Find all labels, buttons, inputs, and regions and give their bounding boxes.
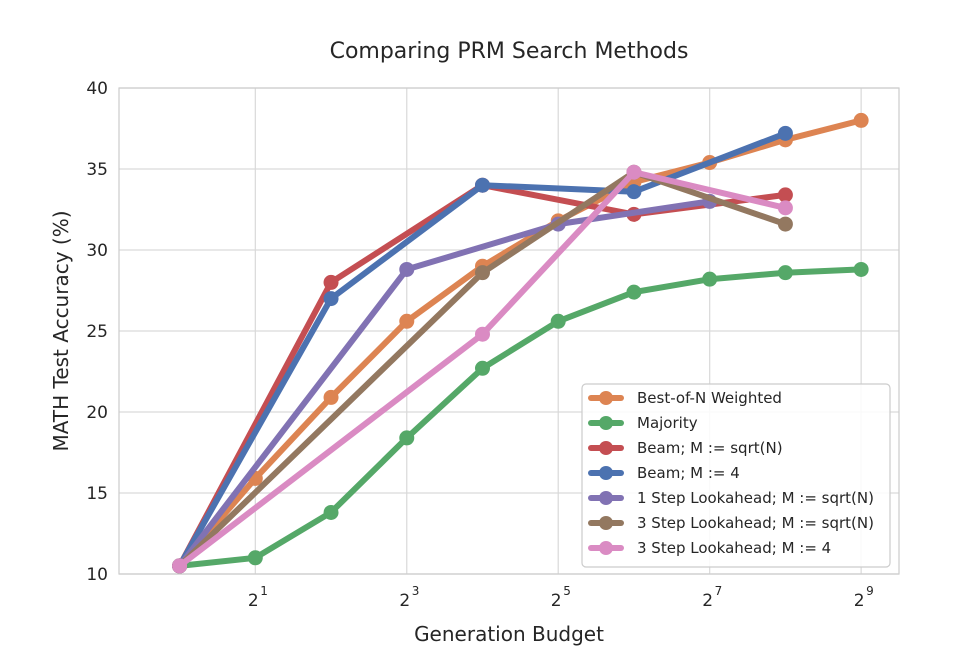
data-point (777, 187, 793, 203)
x-tick-base: 2 (248, 591, 259, 611)
legend-label: 3 Step Lookahead; M := sqrt(N) (637, 514, 874, 532)
y-tick-label: 30 (86, 241, 108, 261)
legend-item: Best-of-N Weighted (588, 389, 782, 407)
legend-label: Beam; M := sqrt(N) (637, 439, 783, 457)
legend-swatch-marker (599, 391, 613, 405)
legend-swatch-marker (599, 416, 613, 430)
y-tick-label: 25 (86, 322, 108, 342)
legend-item: 1 Step Lookahead; M := sqrt(N) (588, 489, 874, 507)
data-point (247, 550, 263, 566)
chart-title: Comparing PRM Search Methods (330, 39, 689, 64)
y-tick-label: 40 (86, 79, 108, 99)
series-6 (172, 164, 793, 574)
legend: Best-of-N Weighted Majority Beam; M := sqr… (581, 383, 891, 568)
plot-frame (118, 87, 900, 575)
legend-swatch-marker (599, 466, 613, 480)
data-point (474, 265, 490, 281)
legend-swatch-marker (599, 541, 613, 555)
data-point (626, 184, 642, 200)
series-line (176, 266, 865, 569)
y-tick-label: 10 (86, 565, 108, 585)
y-axis-title: MATH Test Accuracy (%) (49, 210, 73, 451)
x-tick-base: 2 (702, 591, 713, 611)
data-point (323, 274, 339, 290)
data-point (323, 389, 339, 405)
legend-item: Beam; M := 4 (588, 464, 740, 482)
data-point (399, 261, 415, 277)
data-point (626, 164, 642, 180)
legend-label: Beam; M := 4 (637, 464, 740, 482)
legend-label: 1 Step Lookahead; M := sqrt(N) (637, 489, 874, 507)
series-line (176, 169, 789, 569)
data-point (399, 313, 415, 329)
data-point (853, 112, 869, 128)
data-point (777, 216, 793, 232)
x-tick-exponent: 3 (412, 584, 420, 598)
data-point (474, 177, 490, 193)
legend-item: Majority (588, 414, 698, 432)
data-point (474, 360, 490, 376)
data-point (853, 261, 869, 277)
x-tick-base: 2 (854, 591, 865, 611)
data-point (777, 265, 793, 281)
y-tick-label: 35 (86, 160, 108, 180)
data-point (777, 125, 793, 141)
data-point (777, 200, 793, 216)
series-line (176, 169, 789, 569)
legend-swatch-marker (599, 441, 613, 455)
y-tick-label: 15 (86, 484, 108, 504)
x-tick-exponent: 1 (260, 584, 268, 598)
x-tick-base: 2 (399, 591, 410, 611)
data-point (323, 291, 339, 307)
data-point (702, 271, 718, 287)
legend-swatch-marker (599, 491, 613, 505)
legend-box (581, 383, 891, 568)
y-tick-labels: 10 15 20 25 30 35 40 (86, 79, 108, 585)
legend-item: 3 Step Lookahead; M := sqrt(N) (588, 514, 874, 532)
series-layer (172, 112, 869, 574)
data-point (399, 430, 415, 446)
data-point (474, 326, 490, 342)
x-tick-exponent: 9 (866, 584, 874, 598)
data-point (550, 313, 566, 329)
x-axis-title: Generation Budget (414, 622, 604, 646)
legend-swatch-marker (599, 516, 613, 530)
data-point (323, 504, 339, 520)
x-tick-exponent: 5 (563, 584, 571, 598)
y-tick-label: 20 (86, 403, 108, 423)
data-point (626, 284, 642, 300)
legend-label: Majority (637, 414, 698, 432)
x-tick-exponent: 7 (715, 584, 723, 598)
legend-label: 3 Step Lookahead; M := 4 (637, 539, 831, 557)
legend-item: 3 Step Lookahead; M := 4 (588, 539, 831, 557)
legend-item: Beam; M := sqrt(N) (588, 439, 783, 457)
x-tick-base: 2 (551, 591, 562, 611)
legend-label: Best-of-N Weighted (637, 389, 782, 407)
series-line (176, 198, 713, 569)
data-point (172, 558, 188, 574)
